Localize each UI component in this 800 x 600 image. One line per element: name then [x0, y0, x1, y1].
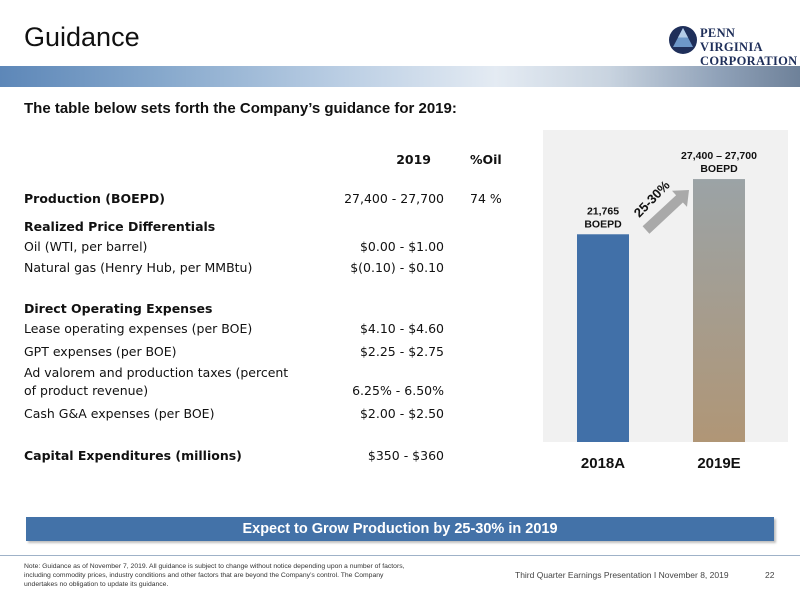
row-label: Natural gas (Henry Hub, per MMBtu) — [24, 260, 253, 275]
row-label: Oil (WTI, per barrel) — [24, 239, 148, 254]
row-label: Capital Expenditures (millions) — [24, 448, 242, 463]
row-label: Cash G&A expenses (per BOE) — [24, 406, 215, 421]
header-band — [0, 66, 800, 87]
row-value: $2.25 - $2.75 — [359, 344, 444, 359]
bar-value-unit-label: BOEPD — [584, 218, 622, 230]
row-label: Direct Operating Expenses — [24, 301, 213, 316]
row-value: 27,400 - 27,700 — [344, 191, 444, 206]
bar-value-label: 21,765 — [587, 205, 619, 217]
page-number: 22 — [765, 570, 775, 580]
row-label: Realized Price Differentials — [24, 219, 216, 234]
footer-divider — [0, 555, 800, 556]
row-value: $4.10 - $4.60 — [359, 321, 444, 336]
presentation-info: Third Quarter Earnings Presentation I No… — [515, 570, 729, 580]
production-chart: 21,765 BOEPD 2018A 27,400 – 27,700 BOEPD 2019… — [543, 130, 788, 480]
row-value: $(0.10) - $0.10 — [350, 260, 444, 275]
growth-banner: Expect to Grow Production by 25-30% in 2… — [26, 517, 774, 541]
bar-value-unit-label: BOEPD — [700, 163, 738, 175]
column-header-2019: 2019 — [396, 152, 431, 167]
row-label: Ad valorem and production taxes (percent — [24, 365, 289, 380]
growth-arrow-icon — [642, 190, 689, 234]
row-label: Lease operating expenses (per BOE) — [24, 321, 253, 336]
row-label: of product revenue) — [24, 383, 149, 398]
company-logo: PENN VIRGINIA CORPORATION — [668, 22, 797, 68]
category-label-2019E: 2019E — [697, 455, 740, 472]
logo-line-1: PENN VIRGINIA — [700, 26, 763, 54]
row-label: GPT expenses (per BOE) — [24, 344, 177, 359]
bar-2018A — [577, 234, 629, 442]
column-header-oil: %Oil — [470, 152, 502, 167]
row-label: Production (BOEPD) — [24, 191, 165, 206]
row-oil-percent: 74 % — [470, 191, 502, 206]
row-value: 6.25% - 6.50% — [352, 383, 444, 398]
page-title: Guidance — [24, 22, 140, 52]
table-intro: The table below sets forth the Company’s… — [24, 100, 457, 117]
bar-2019E — [693, 179, 745, 443]
logo-wordmark: PENN VIRGINIA CORPORATION — [700, 26, 798, 68]
category-label-2018A: 2018A — [581, 455, 625, 472]
logo-line-2: CORPORATION — [700, 54, 798, 68]
bar-value-label: 27,400 – 27,700 — [681, 150, 757, 162]
row-value: $350 - $360 — [367, 448, 444, 463]
logo-emblem-icon — [669, 26, 697, 54]
footnote: Note: Guidance as of November 7, 2019. A… — [24, 563, 405, 588]
row-value: $2.00 - $2.50 — [359, 406, 444, 421]
row-value: $0.00 - $1.00 — [359, 239, 444, 254]
